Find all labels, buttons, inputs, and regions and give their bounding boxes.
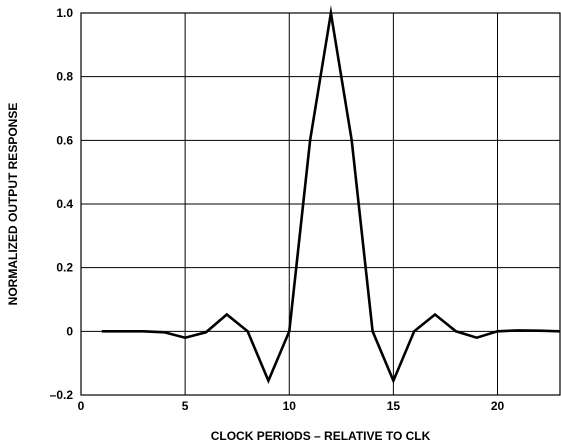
x-tick-label: 5 [182, 399, 189, 413]
plot-frame [80, 12, 561, 396]
y-tick-labels: –0.2 0 0.2 0.4 0.6 0.8 1.0 [50, 6, 74, 402]
y-tick-label: –0.2 [50, 388, 74, 402]
x-tick-label: 20 [491, 399, 505, 413]
x-axis-label: CLOCK PERIODS – RELATIVE TO CLK [211, 429, 431, 443]
x-tick-label: 10 [283, 399, 297, 413]
series-layer [101, 4, 561, 385]
x-tick-labels: 0 5 10 15 20 [78, 399, 505, 413]
y-tick-label: 0.4 [56, 197, 73, 211]
y-axis-label: NORMALIZED OUTPUT RESPONSE [6, 103, 20, 306]
x-tick-label: 0 [78, 399, 85, 413]
y-tick-label: 0 [66, 324, 73, 338]
y-tick-label: 1.0 [56, 6, 73, 20]
x-tick-label: 15 [387, 399, 401, 413]
y-tick-label: 0.2 [56, 261, 73, 275]
y-tick-label: 0.6 [56, 133, 73, 147]
y-tick-label: 0.8 [56, 70, 73, 84]
series-line [101, 4, 561, 385]
